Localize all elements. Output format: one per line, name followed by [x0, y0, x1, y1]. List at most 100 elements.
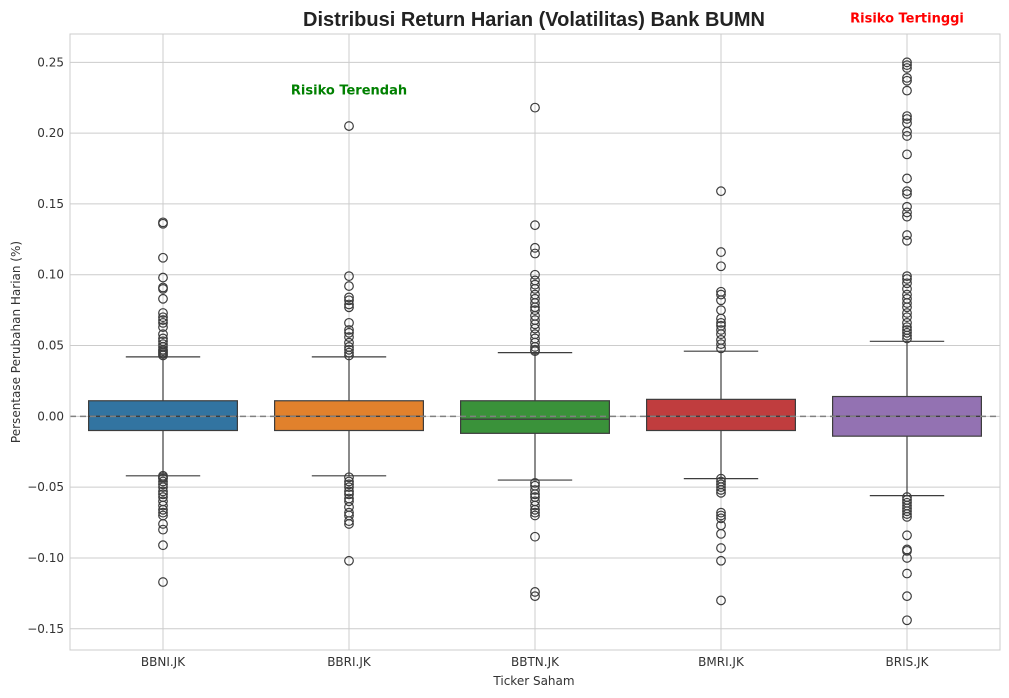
- x-axis-label: Ticker Saham: [492, 674, 574, 688]
- outlier-point: [344, 350, 354, 361]
- outlier-point: [902, 149, 912, 160]
- outlier-point: [158, 350, 168, 361]
- outlier-point: [902, 235, 912, 246]
- outlier-point: [344, 299, 354, 310]
- outlier-point: [530, 504, 540, 515]
- x-tick-label: BBNI.JK: [141, 655, 186, 669]
- y-tick-label: 0.15: [37, 197, 64, 211]
- outlier-point: [716, 186, 726, 197]
- annotation-layer: Risiko Terendah Risiko Tertinggi: [291, 11, 964, 98]
- outlier-point: [158, 482, 168, 493]
- outlier-point: [902, 271, 912, 282]
- y-tick-label: 0.20: [37, 126, 64, 140]
- outlier-point: [716, 247, 726, 257]
- outlier-point: [902, 511, 912, 522]
- outlier-point: [344, 519, 354, 529]
- outlier-point: [344, 496, 354, 507]
- outlier-point: [902, 568, 912, 579]
- outlier-point: [716, 313, 726, 324]
- outlier-point: [530, 279, 540, 290]
- y-tick-labels: 0.25 0.20 0.15 0.10 0.05 0.00 −0.05 −0.10 −0.15: [27, 55, 64, 635]
- outlier-point: [530, 587, 540, 597]
- outlier-point: [158, 315, 168, 325]
- outlier-point: [158, 486, 168, 497]
- outlier-point: [716, 317, 726, 328]
- x-tick-labels: BBNI.JK BBRI.JK BBTN.JK BMRI.JK BRIS.JK: [141, 655, 930, 669]
- outlier-point: [158, 489, 168, 500]
- outlier-point: [530, 283, 540, 294]
- outlier-point: [530, 342, 540, 352]
- outlier-point: [902, 274, 912, 284]
- outlier-point: [716, 295, 726, 306]
- outlier-point: [902, 530, 912, 541]
- outlier-point: [716, 528, 726, 539]
- outlier-point: [344, 325, 354, 335]
- outlier-point: [344, 555, 354, 566]
- outlier-point: [344, 332, 354, 342]
- outlier-point: [344, 472, 354, 483]
- y-axis-label: Persentase Perubahan Harian (%): [9, 241, 23, 443]
- outlier-point: [530, 507, 540, 518]
- outlier-point: [530, 102, 540, 113]
- outlier-point: [158, 519, 168, 529]
- outlier-point: [716, 261, 726, 272]
- y-tick-label: 0.05: [37, 339, 64, 353]
- outlier-point: [344, 327, 354, 338]
- y-tick-label: 0.25: [37, 55, 64, 69]
- outlier-point: [344, 271, 354, 282]
- outlier-point: [158, 507, 168, 518]
- outlier-point: [530, 346, 540, 357]
- outlier-point: [716, 482, 726, 493]
- outlier-point: [902, 298, 912, 308]
- outlier-layer: [158, 57, 912, 626]
- outlier-point: [716, 289, 726, 300]
- outlier-point: [530, 242, 540, 253]
- outlier-point: [902, 189, 912, 199]
- outlier-point: [902, 283, 912, 294]
- outlier-point: [344, 516, 354, 527]
- outlier-point: [716, 595, 726, 606]
- outlier-point: [158, 540, 168, 551]
- y-tick-label: −0.05: [27, 480, 64, 494]
- outlier-point: [344, 347, 354, 358]
- outlier-point: [902, 317, 912, 328]
- outlier-point: [158, 329, 168, 340]
- outlier-point: [716, 339, 726, 350]
- x-tick-label: BBRI.JK: [327, 655, 372, 669]
- y-tick-label: −0.10: [27, 551, 64, 565]
- outlier-point: [902, 72, 912, 83]
- outlier-point: [902, 308, 912, 318]
- outlier-point: [344, 479, 354, 490]
- outlier-point: [530, 500, 540, 511]
- y-tick-label: 0.00: [37, 409, 64, 423]
- outlier-point: [344, 489, 354, 500]
- outlier-point: [902, 114, 912, 124]
- outlier-point: [716, 555, 726, 566]
- outlier-point: [158, 504, 168, 515]
- outlier-point: [158, 317, 168, 328]
- outlier-point: [902, 201, 912, 212]
- outlier-point: [530, 248, 540, 259]
- outlier-point: [716, 343, 726, 354]
- outlier-point: [902, 207, 912, 218]
- outlier-point: [716, 510, 726, 521]
- outlier-point: [158, 272, 168, 283]
- outlier-point: [344, 292, 354, 303]
- outlier-point: [530, 591, 540, 602]
- annotation-label: Risiko Terendah: [291, 84, 407, 99]
- x-tick-label: BMRI.JK: [698, 655, 745, 669]
- outlier-point: [902, 211, 912, 222]
- y-tick-label: 0.10: [37, 268, 64, 282]
- outlier-point: [902, 131, 912, 141]
- x-tick-label: BRIS.JK: [886, 655, 930, 669]
- outlier-point: [158, 218, 168, 229]
- outlier-point: [530, 298, 540, 308]
- outlier-point: [344, 476, 354, 487]
- outlier-point: [344, 317, 354, 328]
- outlier-point: [530, 220, 540, 231]
- outlier-point: [158, 252, 168, 263]
- outlier-point: [344, 344, 354, 355]
- outlier-point: [902, 302, 912, 313]
- outlier-point: [158, 476, 168, 487]
- x-tick-label: BBTN.JK: [511, 655, 560, 669]
